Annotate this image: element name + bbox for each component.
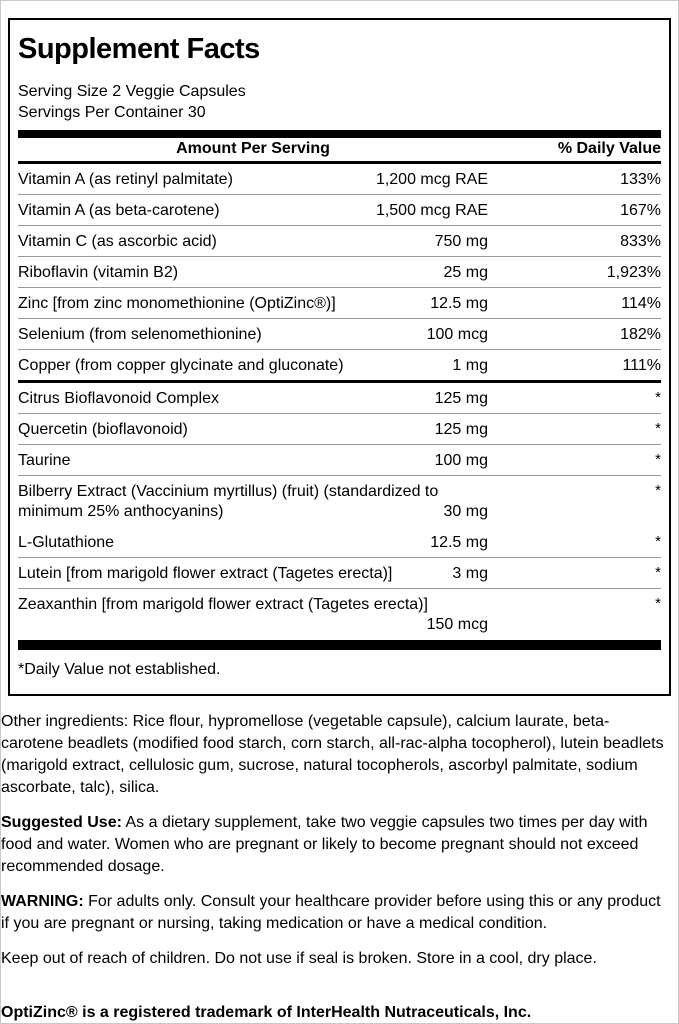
ingredient-name: Vitamin A (as retinyl palmitate) <box>18 171 233 188</box>
facts-title: Supplement Facts <box>18 33 260 65</box>
servings-per-container: Servings Per Container 30 <box>18 104 206 121</box>
daily-value-footnote: *Daily Value not established. <box>18 661 221 678</box>
thick-rule-bottom <box>18 640 661 650</box>
suggested-use-label: Suggested Use: <box>1 814 122 831</box>
ingredient-name: Selenium (from selenomethionine) <box>18 326 262 343</box>
suggested-use-text: As a dietary supplement, take two veggie… <box>1 814 648 875</box>
table-row: Riboflavin (vitamin B2) 25 mg 1,923% <box>18 256 661 287</box>
ingredient-amount: 150 mcg <box>426 616 488 633</box>
table-row: Vitamin A (as beta-carotene) 1,500 mcg R… <box>18 194 661 225</box>
ingredient-daily-value: 114% <box>621 295 661 312</box>
ingredient-amount: 30 mg <box>443 503 488 520</box>
ingredient-daily-value: * <box>655 451 661 468</box>
other-ingredients-text: Other ingredients: Rice flour, hypromell… <box>1 713 664 796</box>
ingredient-name: Vitamin A (as beta-carotene) <box>18 202 220 219</box>
ingredient-amount: 125 mg <box>434 421 488 438</box>
ingredient-name: Quercetin (bioflavonoid) <box>18 421 188 438</box>
ingredient-name: Citrus Bioflavonoid Complex <box>18 390 219 407</box>
ingredient-amount: 25 mg <box>443 264 488 281</box>
ingredient-amount: 1,500 mcg RAE <box>375 202 488 219</box>
ingredient-daily-value: 833% <box>620 233 661 250</box>
ingredient-name: Zinc [from zinc monomethionine (OptiZinc… <box>18 295 336 312</box>
ingredient-name: Copper (from copper glycinate and glucon… <box>18 357 344 374</box>
ingredient-amount: 750 mg <box>434 233 488 250</box>
storage-text: Keep out of reach of children. Do not us… <box>1 950 597 967</box>
table-row: L-Glutathione 12.5 mg * <box>18 527 661 557</box>
ingredient-amount: 12.5 mg <box>430 534 488 551</box>
daily-value-column-header: % Daily Value <box>557 140 661 157</box>
ingredient-daily-value: * <box>655 389 661 406</box>
table-row: Citrus Bioflavonoid Complex 125 mg * <box>18 383 661 413</box>
table-row: Selenium (from selenomethionine) 100 mcg… <box>18 318 661 349</box>
warning-text: For adults only. Consult your healthcare… <box>1 893 661 932</box>
ingredient-amount: 1 mg <box>452 357 488 374</box>
ingredient-name: Taurine <box>18 452 71 469</box>
supplement-facts-panel: Supplement Facts Serving Size 2 Veggie C… <box>8 18 671 696</box>
ingredient-amount: 125 mg <box>434 390 488 407</box>
ingredient-name: Bilberry Extract (Vaccinium myrtillus) (… <box>18 483 439 500</box>
table-row: Lutein [from marigold flower extract (Ta… <box>18 557 661 588</box>
row-line-2: 150 mcg <box>18 614 488 635</box>
section-divider <box>18 380 661 383</box>
table-row: Zinc [from zinc monomethionine (OptiZinc… <box>18 287 661 318</box>
ingredient-daily-value: 167% <box>620 202 661 219</box>
info-section: Other ingredients: Rice flour, hypromell… <box>1 711 671 1024</box>
ingredient-name-continued <box>18 614 427 635</box>
table-row: Quercetin (bioflavonoid) 125 mg * <box>18 413 661 444</box>
ingredient-name: Vitamin C (as ascorbic acid) <box>18 233 217 250</box>
ingredient-daily-value: * <box>655 564 661 581</box>
ingredient-name: Zeaxanthin [from marigold flower extract… <box>18 596 428 613</box>
ingredient-daily-value: * <box>655 482 661 499</box>
suggested-use-paragraph: Suggested Use: As a dietary supplement, … <box>1 812 671 878</box>
ingredient-amount: 12.5 mg <box>430 295 488 312</box>
ingredient-daily-value: 133% <box>620 171 661 188</box>
table-row: Copper (from copper glycinate and glucon… <box>18 349 661 380</box>
warning-paragraph: WARNING: For adults only. Consult your h… <box>1 891 671 935</box>
medium-rule-header <box>18 161 661 164</box>
ingredient-amount: 100 mg <box>434 452 488 469</box>
ingredient-name: Riboflavin (vitamin B2) <box>18 264 179 281</box>
serving-size: Serving Size 2 Veggie Capsules <box>18 83 246 100</box>
ingredient-daily-value: * <box>655 420 661 437</box>
ingredient-daily-value: * <box>655 533 661 550</box>
ingredient-name: Lutein [from marigold flower extract (Ta… <box>18 565 393 582</box>
row-line-2: minimum 25% anthocyanins) 30 mg <box>18 501 488 522</box>
trademark-text: OptiZinc® is a registered trademark of I… <box>1 1004 532 1021</box>
table-row: Bilberry Extract (Vaccinium myrtillus) (… <box>18 475 661 527</box>
table-row: Taurine 100 mg * <box>18 444 661 475</box>
amount-column-header: Amount Per Serving <box>176 140 330 157</box>
table-row: Vitamin C (as ascorbic acid) 750 mg 833% <box>18 225 661 256</box>
ingredient-amount: 100 mcg <box>426 326 488 343</box>
thick-rule-top <box>18 130 661 138</box>
column-header-row: Amount Per Serving % Daily Value <box>18 138 661 161</box>
serving-info: Serving Size 2 Veggie Capsules Servings … <box>18 81 661 123</box>
warning-label: WARNING: <box>1 893 84 910</box>
ingredient-daily-value: 1,923% <box>606 264 661 281</box>
table-row: Vitamin A (as retinyl palmitate) 1,200 m… <box>18 164 661 194</box>
ingredient-daily-value: * <box>655 595 661 612</box>
ingredient-amount: 1,200 mcg RAE <box>375 171 488 188</box>
ingredient-daily-value: 182% <box>620 326 661 343</box>
row-line-1: Bilberry Extract (Vaccinium myrtillus) (… <box>18 482 661 501</box>
ingredient-daily-value: 111% <box>622 357 661 374</box>
row-line-1: Zeaxanthin [from marigold flower extract… <box>18 595 661 614</box>
ingredient-name: L-Glutathione <box>18 534 115 551</box>
table-row: Zeaxanthin [from marigold flower extract… <box>18 588 661 640</box>
ingredient-amount: 3 mg <box>452 565 488 582</box>
ingredient-name-continued: minimum 25% anthocyanins) <box>18 503 224 520</box>
nutrient-table: Vitamin A (as retinyl palmitate) 1,200 m… <box>18 164 661 640</box>
